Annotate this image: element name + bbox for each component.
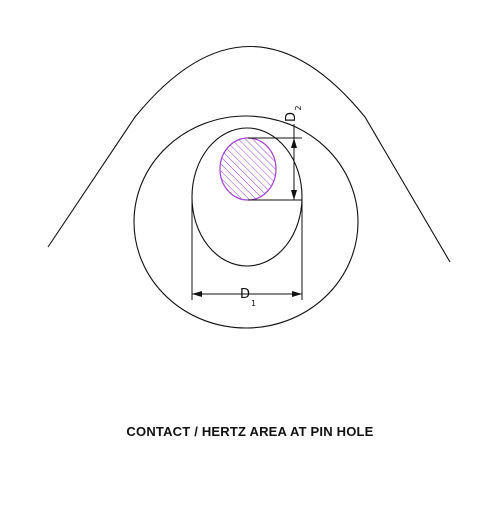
- contact-area-hatched: [219, 137, 277, 201]
- d1-arrow-left: [192, 291, 202, 297]
- d2-label: D: [284, 112, 299, 122]
- d2-arrow-top: [291, 138, 297, 148]
- d1-arrow-right: [292, 291, 302, 297]
- diagram-caption: CONTACT / HERTZ AREA AT PIN HOLE: [126, 424, 374, 439]
- d2-arrow-bottom: [291, 190, 297, 200]
- d2-label-main: D: [284, 112, 299, 122]
- d1-label: D: [240, 287, 250, 302]
- d1-label-subscript: 1: [251, 299, 256, 308]
- d2-label-subscript: 2: [294, 105, 303, 110]
- lug-outer-profile: [47, 45, 451, 263]
- lug-boss-outline: [133, 115, 359, 329]
